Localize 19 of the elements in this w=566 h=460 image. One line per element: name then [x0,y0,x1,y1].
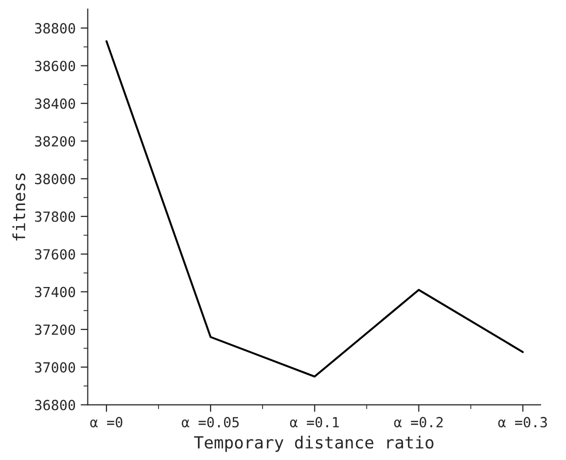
y-tick-label: 37600 [35,249,76,260]
x-tick-label: α =0.3 [498,416,547,428]
y-tick-label: 38200 [35,136,76,147]
x-tick-label: α =0.05 [182,416,239,428]
x-tick-label: α =0.2 [394,416,443,428]
y-tick-label: 37800 [35,211,76,222]
y-tick-label: 38800 [35,23,76,34]
x-tick-label: α =0.1 [290,416,339,428]
y-tick-label: 38000 [35,174,76,184]
y-tick-label: 38600 [35,60,76,72]
y-tick-label: 37400 [35,286,76,298]
y-tick-label: 38400 [35,98,76,109]
y-axis-title: fitness [12,174,26,241]
x-tick-label: α =0 [90,416,122,428]
y-tick-label: 36800 [35,400,76,410]
y-tick-label: 37200 [35,324,76,335]
y-tick-label: 37000 [35,362,76,373]
line-series [105,40,524,378]
x-axis-title: Temporary distance ratio [194,436,434,452]
